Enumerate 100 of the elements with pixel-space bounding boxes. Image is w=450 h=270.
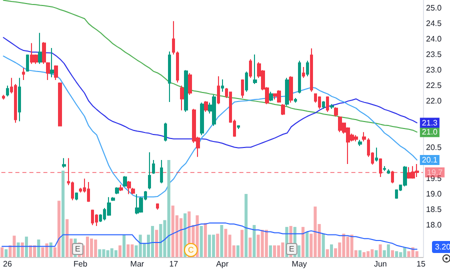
candlestick [62,158,66,168]
bar [16,242,20,257]
x-tick-label: May [292,260,307,268]
bar [350,234,354,257]
candlestick [18,77,21,122]
candlestick [111,196,115,202]
candlestick [411,166,415,180]
y-tick-label: 19.0 [426,190,442,199]
candlestick [46,62,50,80]
bar [110,248,114,257]
bar [240,230,244,257]
bar [378,244,382,257]
y-tick-label: 19.5 [426,174,442,184]
candlestick [294,97,297,104]
bar [395,251,398,257]
y-tick-label: 18.5 [426,205,442,214]
bar [260,230,264,257]
candlestick [310,48,313,92]
bar [248,238,252,257]
bar [20,242,24,257]
bar [370,249,374,257]
candlestick [354,134,358,142]
candlestick [277,90,281,104]
x-tick-label: Jun [374,260,387,268]
candlestick [30,42,34,64]
candlestick [123,176,127,188]
candlestick [160,159,163,184]
candlestick [38,32,42,64]
bar [342,234,346,257]
candlestick [212,94,216,126]
bar [390,250,394,257]
bar [114,250,118,257]
candlestick [403,166,407,187]
candlestick [26,54,29,72]
bar [12,236,16,257]
x-tick-label: 15 [416,260,426,268]
candlestick [249,58,252,78]
bar [57,200,60,257]
candlestick [383,166,386,172]
bar [179,218,182,257]
bar [415,251,418,257]
data-label: 21.3 [422,118,438,128]
candlestick [330,104,334,110]
candlestick [188,72,192,96]
candlestick [42,42,46,64]
candlestick [217,76,220,105]
data-label: 20.1 [422,155,438,164]
bar [268,245,272,257]
bar [171,206,174,257]
bar [358,250,362,257]
bar [224,228,228,257]
bar [407,251,410,257]
bar [106,250,110,257]
candlestick [164,122,167,142]
candlestick [387,168,390,174]
candlestick [281,104,285,116]
candlestick [306,60,309,77]
candlestick [237,124,240,130]
bar [273,245,276,257]
bar [216,234,220,257]
bar [314,206,317,257]
bar [41,247,44,257]
candlestick [115,186,119,195]
y-tick-label: 22.5 [426,81,442,90]
candlestick [379,158,382,178]
candlestick [184,70,188,112]
candlestick [152,159,155,174]
bar [326,249,329,257]
candlestick [375,147,378,162]
y-tick-label: 20.5 [426,143,442,152]
bar [277,245,280,257]
candlestick [75,192,78,201]
bar [49,242,52,257]
line-series [2,0,418,133]
bar [330,244,333,257]
bar [236,245,240,257]
candlestick [346,126,350,164]
bar [252,224,256,257]
bar [159,224,162,257]
bar [403,247,406,257]
text: 3.20 [435,242,450,252]
bar [374,250,378,257]
candlestick [91,209,94,226]
candlestick [176,50,179,83]
x-tick-label: Feb [74,260,88,268]
x-tick-label: Apr [216,260,229,268]
bar [130,244,134,257]
candlestick [204,100,208,112]
bar [24,236,28,257]
candlestick [87,181,90,202]
y-tick-label: 24.5 [426,19,442,28]
candlestick [334,106,338,118]
bar [155,230,158,257]
candlestick [269,91,273,102]
y-tick-label: 18.0 [426,220,442,230]
candlestick [358,139,362,147]
candlestick [362,132,366,142]
candlestick [241,78,244,98]
candlestick [135,194,139,215]
line-series [2,56,418,198]
